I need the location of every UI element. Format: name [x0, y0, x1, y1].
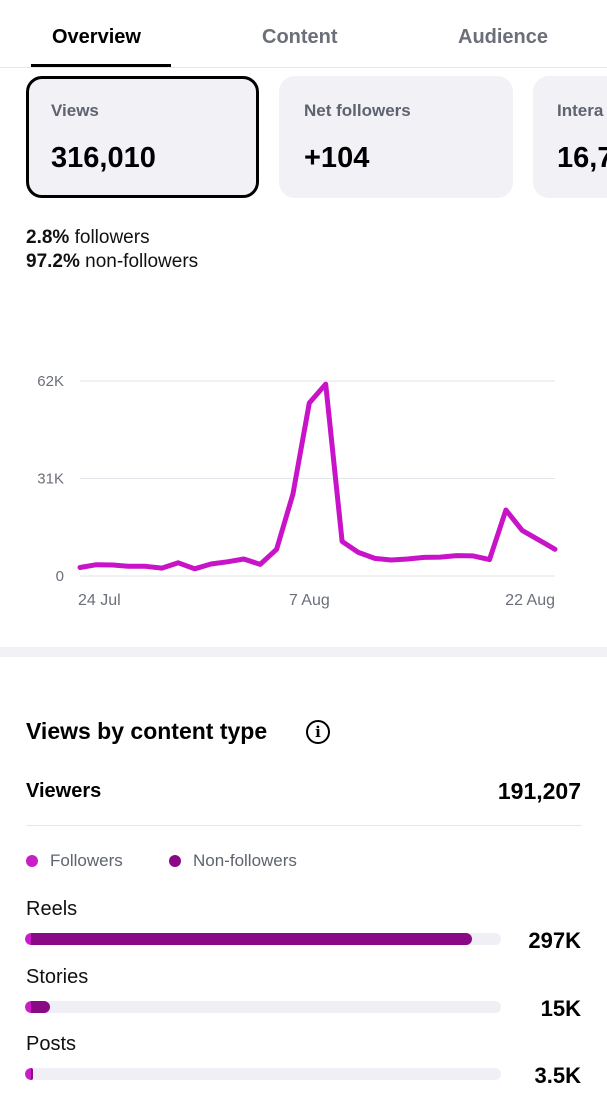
chart-gridlines: [80, 380, 555, 577]
followers-percent: 2.8%: [26, 227, 70, 248]
section-divider: [0, 647, 607, 657]
active-tab-indicator: [31, 64, 171, 67]
info-icon[interactable]: i: [306, 720, 330, 744]
metric-value: +104: [304, 142, 370, 174]
chart-y-ticks: 0 31K 62K: [37, 373, 64, 585]
y-tick-label: 31K: [37, 471, 64, 488]
tab-audience[interactable]: Audience: [458, 26, 549, 48]
metric-label: Views: [51, 101, 99, 120]
metric-value: 316,010: [51, 142, 156, 174]
metric-card-views[interactable]: Views 316,010: [26, 76, 259, 198]
followers-text: followers: [74, 227, 150, 248]
x-tick-label: 24 Jul: [78, 592, 121, 609]
nonfollowers-text: non-followers: [85, 251, 199, 272]
metric-card-interactions[interactable]: Intera 16,7: [533, 76, 607, 198]
content-value-stories: 15K: [540, 996, 581, 1021]
nonfollowers-bar-segment: [30, 933, 473, 945]
x-tick-label: 7 Aug: [289, 592, 330, 609]
content-value-posts: 3.5K: [534, 1063, 581, 1088]
metric-card-net-followers[interactable]: Net followers +104: [279, 76, 513, 198]
nonfollowers-percent: 97.2%: [26, 251, 80, 272]
content-type-label-stories: Stories: [26, 966, 89, 988]
nonfollowers-bar-segment: [30, 1001, 50, 1013]
legend-label: Followers: [50, 851, 123, 870]
legend-label: Non-followers: [193, 851, 297, 870]
legend-followers: Followers: [26, 851, 123, 871]
viewers-label: Viewers: [26, 780, 102, 802]
content-bar-posts: [25, 1068, 501, 1080]
y-tick-label: 0: [56, 568, 64, 585]
tab-overview[interactable]: Overview: [52, 26, 141, 48]
tab-content[interactable]: Content: [262, 26, 338, 48]
views-line-chart: 0 31K 62K 24 Jul 7 Aug 22 Aug: [37, 373, 558, 609]
tab-bar: Overview Content Audience: [0, 0, 607, 68]
legend-nonfollowers: Non-followers: [169, 851, 297, 871]
followers-bar-segment: [25, 1068, 31, 1080]
content-bar-reels: [25, 933, 501, 945]
nonfollowers-share: 97.2% non-followers: [26, 251, 198, 273]
content-type-label-reels: Reels: [26, 898, 78, 920]
content-value-reels: 297K: [528, 928, 581, 953]
divider: [26, 825, 582, 826]
section-title: Views by content type: [26, 718, 268, 744]
y-tick-label: 62K: [37, 373, 64, 390]
chart-x-ticks: 24 Jul 7 Aug 22 Aug: [78, 592, 555, 609]
metric-label: Intera: [557, 101, 604, 120]
metric-label: Net followers: [304, 101, 411, 120]
nonfollowers-dot-icon: [169, 855, 181, 867]
followers-bar-segment: [25, 1001, 31, 1013]
content-type-label-posts: Posts: [26, 1033, 77, 1055]
followers-bar-segment: [25, 933, 31, 945]
followers-dot-icon: [26, 855, 38, 867]
x-tick-label: 22 Aug: [505, 592, 555, 609]
followers-share: 2.8% followers: [26, 227, 150, 249]
content-bar-stories: [25, 1001, 501, 1013]
views-series-line: [77, 381, 558, 572]
nonfollowers-bar-segment: [30, 1068, 33, 1080]
viewers-value: 191,207: [497, 778, 581, 804]
metric-value: 16,7: [557, 142, 607, 174]
